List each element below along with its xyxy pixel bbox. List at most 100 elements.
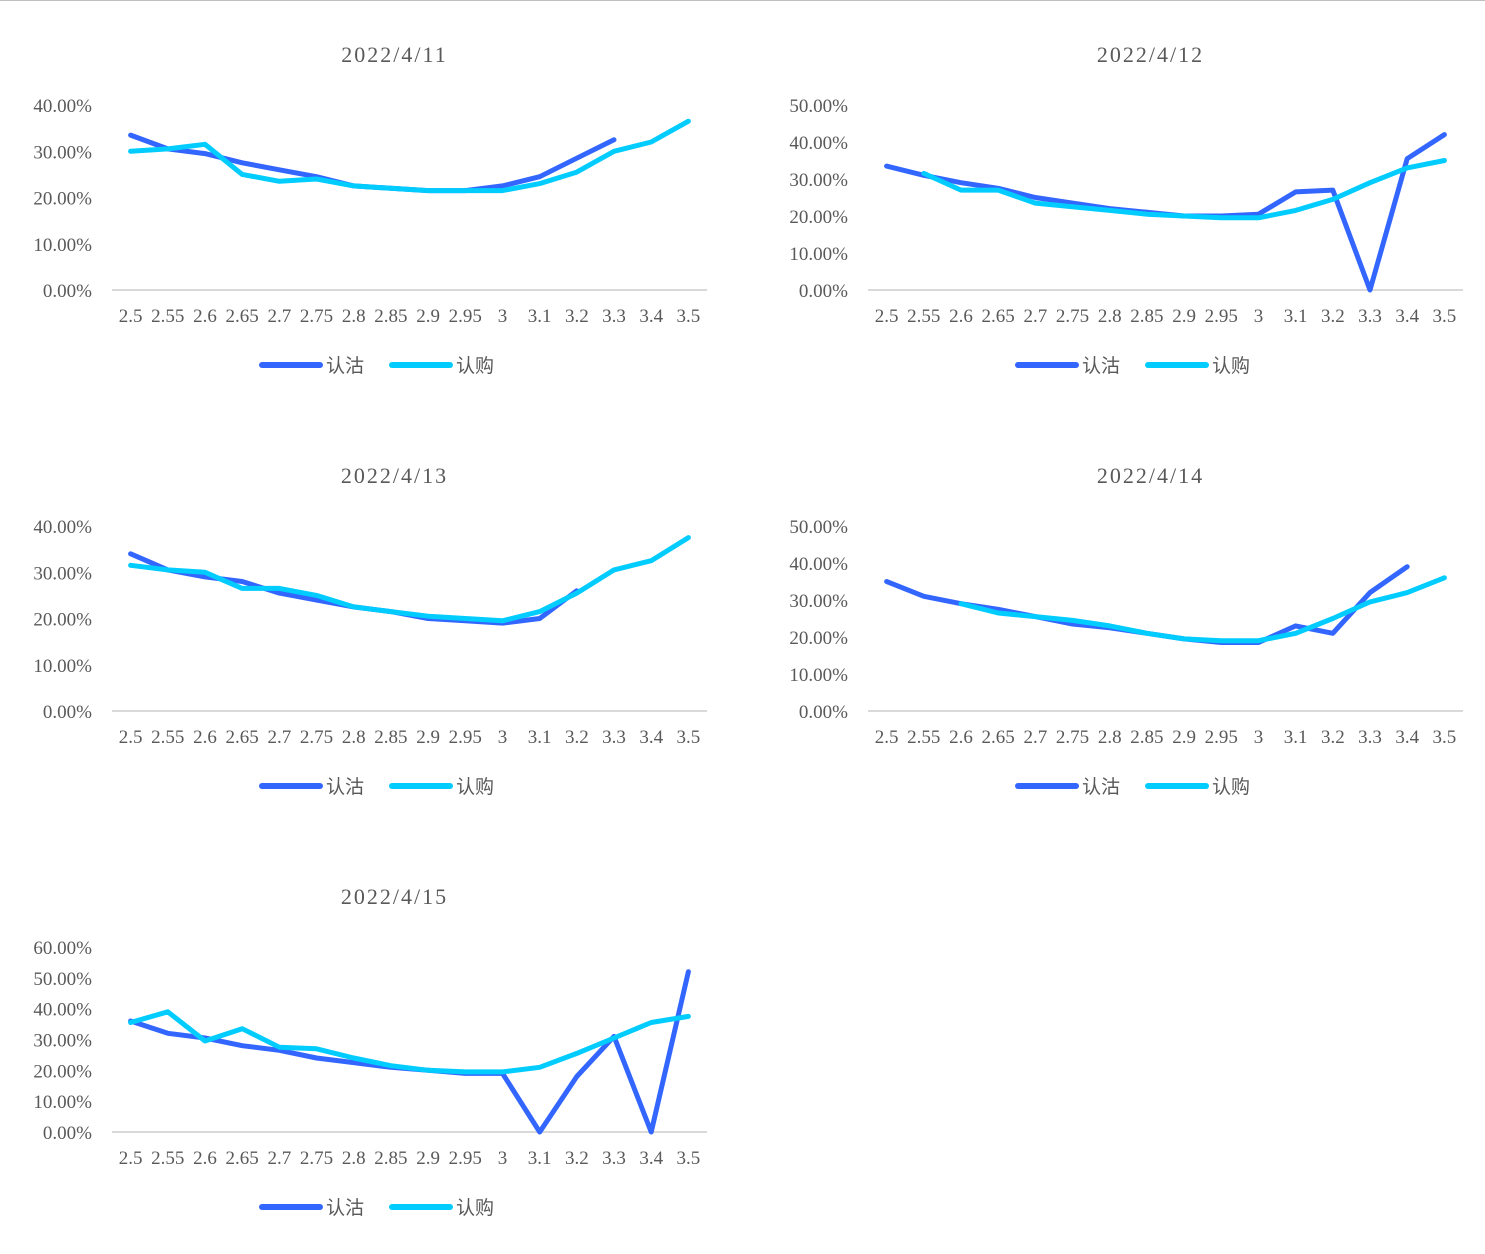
legend-label-put: 认沽 xyxy=(326,355,364,377)
x-tick-label: 3.4 xyxy=(1395,727,1419,748)
x-tick-label: 2.7 xyxy=(267,306,291,327)
chart-title: 2022/4/11 xyxy=(341,42,447,67)
x-tick-label: 3.2 xyxy=(565,306,589,327)
x-tick-label: 2.95 xyxy=(449,727,482,748)
x-tick-label: 2.8 xyxy=(342,1148,366,1169)
x-tick-label: 3.3 xyxy=(602,306,626,327)
y-tick-label: 10.00% xyxy=(789,665,848,686)
legend-label-call: 认购 xyxy=(456,1197,494,1219)
x-tick-label: 2.8 xyxy=(342,727,366,748)
x-tick-label: 3.1 xyxy=(528,306,552,327)
y-tick-label: 30.00% xyxy=(789,170,848,191)
legend-label-call: 认购 xyxy=(1212,355,1250,377)
legend-label-put: 认沽 xyxy=(326,1197,364,1219)
x-tick-label: 2.5 xyxy=(875,727,899,748)
y-tick-label: 10.00% xyxy=(33,656,92,677)
x-tick-label: 2.55 xyxy=(151,1148,184,1169)
y-tick-label: 40.00% xyxy=(33,96,92,117)
series-line-call xyxy=(958,575,1447,644)
x-tick-label: 2.65 xyxy=(982,727,1015,748)
x-tick-label: 2.85 xyxy=(374,306,407,327)
x-tick-label: 3.5 xyxy=(677,727,701,748)
x-tick-label: 2.9 xyxy=(1172,306,1196,327)
x-tick-label: 3.2 xyxy=(1321,727,1345,748)
x-tick-label: 2.6 xyxy=(193,727,217,748)
y-tick-label: 20.00% xyxy=(33,1061,92,1082)
series-line-put xyxy=(884,132,1447,293)
x-tick-label: 3.2 xyxy=(565,1148,589,1169)
x-tick-label: 2.5 xyxy=(119,727,143,748)
x-tick-label: 2.65 xyxy=(982,306,1015,327)
legend-label-put: 认沽 xyxy=(1082,355,1120,377)
x-tick-label: 2.5 xyxy=(119,1148,143,1169)
x-tick-label: 2.95 xyxy=(449,306,482,327)
x-tick-label: 3.5 xyxy=(1433,306,1457,327)
y-tick-label: 30.00% xyxy=(789,591,848,612)
x-tick-label: 3.1 xyxy=(528,1148,552,1169)
x-tick-label: 2.7 xyxy=(267,1148,291,1169)
series-line-call xyxy=(921,158,1447,221)
x-tick-label: 2.5 xyxy=(119,306,143,327)
x-tick-label: 3 xyxy=(1254,727,1264,748)
x-tick-label: 2.6 xyxy=(193,306,217,327)
x-tick-label: 3.1 xyxy=(528,727,552,748)
chart-title: 2022/4/15 xyxy=(341,884,448,909)
x-tick-label: 3.1 xyxy=(1284,306,1308,327)
x-tick-label: 3 xyxy=(498,306,508,327)
legend-label-call: 认购 xyxy=(1212,776,1250,798)
y-tick-label: 0.00% xyxy=(799,281,848,302)
y-tick-label: 40.00% xyxy=(33,1000,92,1021)
x-tick-label: 2.75 xyxy=(300,1148,333,1169)
y-tick-label: 0.00% xyxy=(43,1123,92,1144)
series-line-put xyxy=(128,969,691,1135)
x-tick-label: 2.55 xyxy=(151,727,184,748)
y-tick-label: 20.00% xyxy=(33,610,92,631)
x-tick-label: 3 xyxy=(498,1148,508,1169)
x-tick-label: 2.75 xyxy=(300,306,333,327)
y-tick-label: 0.00% xyxy=(799,702,848,723)
x-tick-label: 3.3 xyxy=(602,727,626,748)
x-tick-label: 3.5 xyxy=(677,1148,701,1169)
x-tick-label: 2.8 xyxy=(1098,306,1122,327)
x-tick-label: 2.85 xyxy=(374,727,407,748)
top-border-line xyxy=(0,0,1485,1)
y-tick-label: 60.00% xyxy=(33,938,92,959)
x-tick-label: 3.2 xyxy=(1321,306,1345,327)
chart-title: 2022/4/14 xyxy=(1097,463,1204,488)
x-tick-label: 3.4 xyxy=(1395,306,1419,327)
y-tick-label: 30.00% xyxy=(33,1031,92,1052)
x-tick-label: 2.75 xyxy=(300,727,333,748)
y-tick-label: 50.00% xyxy=(33,969,92,990)
y-tick-label: 30.00% xyxy=(33,142,92,163)
x-tick-label: 2.85 xyxy=(374,1148,407,1169)
y-tick-label: 10.00% xyxy=(789,244,848,265)
chart-1: 2022/4/11 0.00% 10.00% 20.00% 30.00% 40.00% 2.… xyxy=(33,42,707,377)
y-tick-label: 10.00% xyxy=(33,1092,92,1113)
x-tick-label: 2.55 xyxy=(907,306,940,327)
x-tick-label: 2.75 xyxy=(1056,306,1089,327)
x-tick-label: 2.7 xyxy=(267,727,291,748)
chart-4: 2022/4/14 0.00% 10.00% 20.00% 30.00% 40.00% 50… xyxy=(789,463,1463,798)
x-tick-label: 2.55 xyxy=(151,306,184,327)
x-tick-label: 2.65 xyxy=(226,727,259,748)
x-tick-label: 2.85 xyxy=(1130,727,1163,748)
x-tick-label: 2.95 xyxy=(1205,727,1238,748)
x-tick-label: 3.4 xyxy=(639,727,663,748)
legend-label-put: 认沽 xyxy=(326,776,364,798)
x-tick-label: 3.4 xyxy=(639,1148,663,1169)
y-tick-label: 10.00% xyxy=(33,235,92,256)
x-tick-label: 3.5 xyxy=(677,306,701,327)
y-tick-label: 0.00% xyxy=(43,702,92,723)
x-tick-label: 2.65 xyxy=(226,1148,259,1169)
x-tick-label: 3.2 xyxy=(565,727,589,748)
chart-3: 2022/4/13 0.00% 10.00% 20.00% 30.00% 40.00% 2.… xyxy=(33,463,707,798)
x-tick-label: 2.8 xyxy=(1098,727,1122,748)
y-tick-label: 40.00% xyxy=(789,133,848,154)
y-tick-label: 30.00% xyxy=(33,563,92,584)
x-tick-label: 3.3 xyxy=(602,1148,626,1169)
x-tick-label: 2.6 xyxy=(949,306,973,327)
y-tick-label: 50.00% xyxy=(789,517,848,538)
x-tick-label: 2.95 xyxy=(1205,306,1238,327)
series-line-put xyxy=(128,551,580,626)
